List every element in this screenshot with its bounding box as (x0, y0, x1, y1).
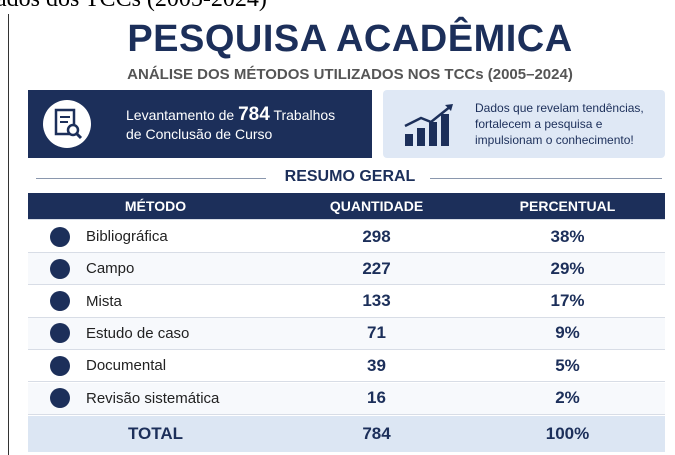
total-quantity: 784 (362, 424, 391, 443)
quantity-cell: 133 (362, 291, 391, 311)
banner-left-line2: de Conclusão de Curso (126, 126, 273, 142)
percent-cell: 2% (555, 388, 580, 407)
total-percent: 100% (545, 424, 590, 443)
column-header: QUANTIDADE (329, 198, 424, 214)
percent-cell: 38% (550, 226, 585, 246)
subtitle: ANÁLISE DOS MÉTODOS UTILIZADOS NOS TCCs … (127, 66, 573, 83)
quantity-cell: 298 (362, 226, 391, 246)
banner-right: Dados que revelam tendências, fortalecem … (383, 90, 665, 158)
method-name: Documental (86, 357, 167, 375)
banner-left-line1: Levantamento de 784 Trabalhos (126, 104, 335, 126)
table-header: MÉTODO QUANTIDADE PERCENTUAL (28, 193, 665, 220)
method-cell: Estudo de caso (28, 323, 283, 344)
method-cell: Campo (28, 258, 283, 279)
method-icon (50, 291, 70, 312)
table-row: Bibliográfica 298 38% (28, 221, 665, 253)
method-cell: Documental (28, 355, 283, 376)
method-name: Mista (86, 292, 122, 310)
number: 784 (238, 104, 270, 125)
percent-cell: 29% (550, 258, 585, 278)
banner-right-line: Dados que revelam tendências, (475, 101, 644, 115)
method-icon (50, 355, 70, 376)
method-icon (50, 323, 70, 344)
frame-line (8, 14, 9, 455)
text: Trabalhos (273, 107, 336, 123)
method-name: Bibliográfica (86, 228, 168, 245)
banner-left: Levantamento de 784 Trabalhos de Conclus… (28, 90, 372, 158)
total-row: TOTAL 784 100% (28, 416, 665, 452)
text: Levantamento de (126, 107, 235, 123)
method-icon (50, 258, 70, 279)
doc-icon (43, 100, 91, 148)
quantity-cell: 16 (367, 388, 386, 407)
table-row: Estudo de caso 71 9% (28, 317, 665, 350)
table-row: Documental 39 5% (28, 350, 665, 383)
method-icon (50, 388, 70, 408)
caption-fragment: ados dos TCCs (2005-2024) (0, 0, 267, 13)
method-name: Estudo de caso (86, 324, 190, 342)
quantity-cell: 39 (367, 355, 386, 375)
banner-right-line: fortalecem a pesquisa e (475, 117, 603, 131)
method-icon (50, 226, 70, 247)
method-cell: Bibliográfica (28, 226, 283, 247)
method-cell: Mista (28, 291, 283, 312)
banner-right-line: impulsionam o conhecimento! (475, 133, 634, 147)
table-row: Mista 133 17% (28, 285, 665, 318)
rule (36, 178, 266, 179)
total-label: TOTAL (127, 424, 184, 443)
section-title: RESUMO GERAL (284, 168, 416, 185)
quantity-cell: 71 (367, 323, 386, 343)
percent-cell: 9% (555, 323, 580, 343)
table-row: Revisão sistemática 16 2% (28, 382, 665, 415)
growth-icon (404, 104, 453, 146)
percent-cell: 5% (555, 355, 580, 375)
rule (430, 178, 662, 179)
method-name: Revisão sistemática (86, 389, 220, 407)
table-row: Campo 227 29% (28, 253, 665, 286)
percent-cell: 17% (550, 291, 585, 311)
column-header: PERCENTUAL (519, 198, 616, 214)
title: PESQUISA ACADÊMICA (127, 18, 573, 60)
quantity-cell: 227 (362, 258, 391, 278)
method-cell: Revisão sistemática (28, 388, 283, 408)
column-header: MÉTODO (124, 198, 187, 214)
banner-right-text: Dados que revelam tendências, fortalecem … (475, 100, 644, 148)
method-name: Campo (86, 260, 135, 278)
